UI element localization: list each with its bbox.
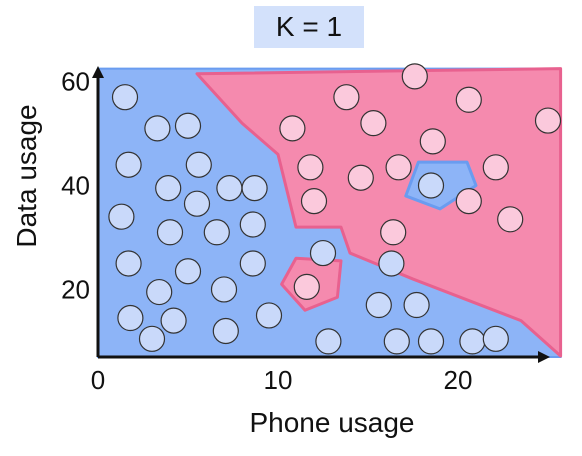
data-point-blue xyxy=(239,211,266,238)
data-point-blue xyxy=(156,219,184,246)
data-point-blue xyxy=(482,325,509,352)
data-point-blue xyxy=(309,239,337,267)
y-tick-label: 60 xyxy=(61,67,90,97)
data-point-pink-in-blue xyxy=(293,273,320,300)
x-axis-label: Phone usage xyxy=(249,407,414,438)
data-point-blue xyxy=(255,302,283,329)
x-tick-label: 20 xyxy=(444,365,473,395)
data-point-blue xyxy=(117,304,144,332)
data-point-blue xyxy=(216,175,243,202)
data-point-pink xyxy=(482,154,509,181)
data-point-blue xyxy=(315,328,342,355)
data-point-blue xyxy=(115,250,142,277)
data-point-blue xyxy=(146,278,173,306)
data-point-blue-in-pink xyxy=(417,172,445,199)
x-tick-label: 10 xyxy=(264,365,293,395)
y-tick-label: 40 xyxy=(61,171,90,201)
y-axis-label: Data usage xyxy=(11,104,42,247)
y-tick-label: 20 xyxy=(61,274,90,304)
data-point-pink xyxy=(380,219,407,246)
data-point-pink xyxy=(419,128,446,155)
data-points xyxy=(108,63,562,355)
data-point-blue xyxy=(111,84,139,111)
x-tick-label: 0 xyxy=(91,365,105,395)
y-axis-arrow xyxy=(92,66,104,78)
data-point-pink xyxy=(455,86,482,113)
data-point-blue xyxy=(383,328,410,355)
data-point-pink xyxy=(455,188,482,215)
data-point-blue xyxy=(160,307,187,334)
data-point-pink xyxy=(300,188,328,215)
data-point-blue xyxy=(210,276,238,303)
data-point-blue xyxy=(241,175,268,202)
data-point-blue xyxy=(115,151,142,178)
data-point-blue xyxy=(403,291,430,319)
data-point-blue xyxy=(239,250,266,277)
data-point-blue xyxy=(378,250,405,277)
chart-title: K = 1 xyxy=(254,6,364,48)
data-point-blue xyxy=(174,112,202,139)
data-point-blue xyxy=(155,175,182,202)
data-point-blue xyxy=(459,328,486,355)
data-point-blue xyxy=(203,219,230,246)
axes xyxy=(92,66,550,363)
data-point-blue xyxy=(183,190,211,217)
data-point-blue xyxy=(138,325,166,352)
data-point-pink xyxy=(333,84,360,111)
data-point-pink xyxy=(279,115,306,142)
data-point-blue xyxy=(212,317,239,345)
x-axis-arrow xyxy=(538,351,550,363)
data-point-blue xyxy=(417,328,445,355)
data-point-pink xyxy=(297,154,324,181)
data-point-blue xyxy=(108,203,135,230)
data-point-pink xyxy=(401,63,428,90)
data-point-pink xyxy=(385,154,412,181)
data-point-blue xyxy=(144,115,171,142)
data-point-pink xyxy=(360,110,387,137)
data-point-blue xyxy=(174,258,202,285)
data-point-pink xyxy=(347,164,374,191)
data-point-blue xyxy=(365,291,392,319)
data-point-pink xyxy=(497,206,524,233)
data-point-pink xyxy=(534,107,562,134)
data-point-blue xyxy=(185,151,212,178)
tick-labels: 0 10 20 20 40 60 xyxy=(61,67,472,395)
